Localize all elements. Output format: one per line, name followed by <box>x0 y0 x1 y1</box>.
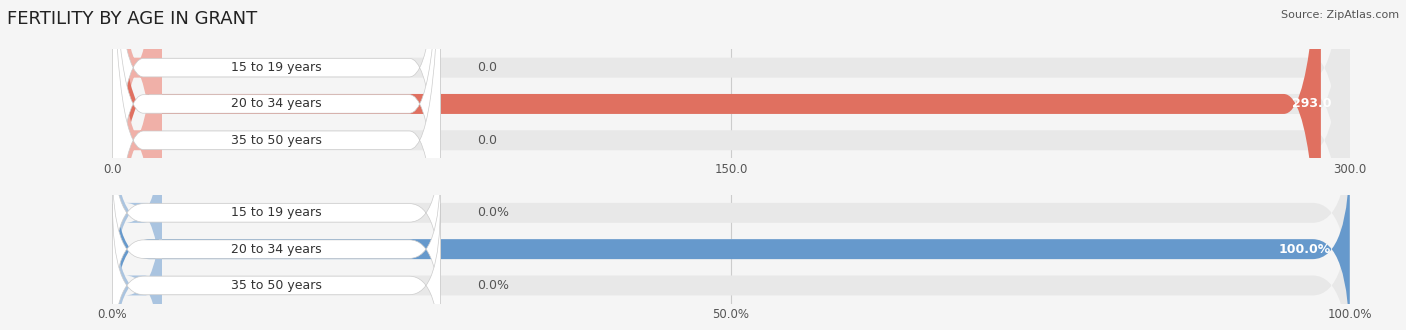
Text: 0.0: 0.0 <box>478 134 498 147</box>
FancyBboxPatch shape <box>112 114 162 312</box>
FancyBboxPatch shape <box>112 0 440 330</box>
Text: 20 to 34 years: 20 to 34 years <box>231 243 322 256</box>
FancyBboxPatch shape <box>112 0 1320 330</box>
FancyBboxPatch shape <box>112 0 440 330</box>
FancyBboxPatch shape <box>112 0 1350 330</box>
Text: 0.0%: 0.0% <box>478 279 509 292</box>
FancyBboxPatch shape <box>112 186 1350 330</box>
FancyBboxPatch shape <box>112 0 1350 330</box>
Text: 15 to 19 years: 15 to 19 years <box>231 206 322 219</box>
Text: 0.0: 0.0 <box>478 61 498 74</box>
Text: 293.0: 293.0 <box>1292 97 1331 111</box>
FancyBboxPatch shape <box>112 168 440 330</box>
Text: 35 to 50 years: 35 to 50 years <box>231 134 322 147</box>
Text: Source: ZipAtlas.com: Source: ZipAtlas.com <box>1281 10 1399 20</box>
Text: 15 to 19 years: 15 to 19 years <box>231 61 322 74</box>
FancyBboxPatch shape <box>112 0 162 330</box>
FancyBboxPatch shape <box>112 0 1350 330</box>
FancyBboxPatch shape <box>112 131 440 294</box>
Text: 35 to 50 years: 35 to 50 years <box>231 279 322 292</box>
FancyBboxPatch shape <box>112 150 1350 330</box>
Text: FERTILITY BY AGE IN GRANT: FERTILITY BY AGE IN GRANT <box>7 10 257 28</box>
FancyBboxPatch shape <box>112 0 440 330</box>
Text: 100.0%: 100.0% <box>1279 243 1331 256</box>
FancyBboxPatch shape <box>112 150 1350 330</box>
FancyBboxPatch shape <box>112 114 1350 312</box>
Text: 20 to 34 years: 20 to 34 years <box>231 97 322 111</box>
FancyBboxPatch shape <box>112 186 162 330</box>
FancyBboxPatch shape <box>112 0 162 330</box>
Text: 0.0%: 0.0% <box>478 206 509 219</box>
FancyBboxPatch shape <box>112 204 440 330</box>
